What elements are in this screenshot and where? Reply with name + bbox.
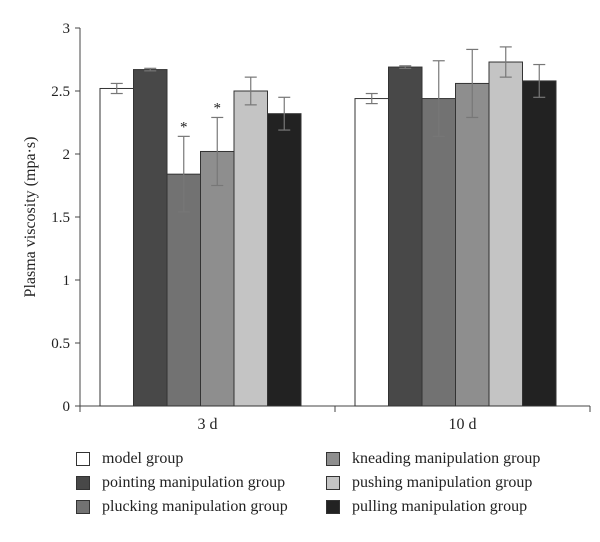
- legend-item-pushing: pushing manipulation group: [326, 474, 532, 492]
- bar: [522, 80, 557, 407]
- bar: [233, 90, 268, 407]
- legend-swatch-plucking: [76, 500, 90, 514]
- y-tick-label: 2.5: [51, 84, 70, 100]
- legend-label-pushing: pushing manipulation group: [352, 474, 533, 491]
- legend-label-pulling: pulling manipulation group: [352, 498, 528, 515]
- bar: [488, 61, 523, 407]
- legend-item-model: model group: [76, 450, 183, 468]
- legend-label-kneading: kneading manipulation group: [352, 450, 541, 467]
- significance-marker: *: [180, 119, 188, 135]
- legend-swatch-pushing: [326, 476, 340, 490]
- bar: [354, 98, 389, 407]
- legend-label-pointing: pointing manipulation group: [102, 474, 286, 491]
- y-tick-label: 2: [63, 147, 71, 163]
- y-tick-label: 0.5: [51, 336, 70, 352]
- legend-label-plucking: plucking manipulation group: [102, 498, 288, 515]
- bar: [99, 87, 134, 407]
- bar: [200, 150, 235, 407]
- legend-label-model: model group: [102, 450, 184, 467]
- x-tick-label: 10 d: [449, 416, 477, 433]
- y-tick-label: 3: [63, 21, 71, 37]
- legend-item-pulling: pulling manipulation group: [326, 498, 527, 516]
- bar: [388, 66, 423, 407]
- bar: [421, 98, 456, 407]
- legend-item-pointing: pointing manipulation group: [76, 474, 285, 492]
- y-axis-label: Plasma viscosity (mpa·s): [22, 137, 39, 298]
- legend-swatch-kneading: [326, 452, 340, 466]
- legend-swatch-model: [76, 452, 90, 466]
- legend-swatch-pointing: [76, 476, 90, 490]
- bar: [267, 113, 302, 407]
- bar: [455, 82, 490, 407]
- x-tick-label: 3 d: [198, 416, 218, 433]
- legend-item-plucking: plucking manipulation group: [76, 498, 288, 516]
- legend-swatch-pulling: [326, 500, 340, 514]
- y-tick-label: 0: [63, 399, 71, 415]
- y-tick-label: 1.5: [51, 210, 70, 226]
- significance-marker: *: [214, 100, 222, 116]
- legend-item-kneading: kneading manipulation group: [326, 450, 540, 468]
- y-tick-label: 1: [63, 273, 71, 289]
- bar: [166, 173, 201, 407]
- bar-chart: 0 0.5 1 1.5 2 2.5 3 Plasma viscosity (mpa·s) 3 d…: [22, 21, 591, 433]
- bar: [133, 69, 168, 407]
